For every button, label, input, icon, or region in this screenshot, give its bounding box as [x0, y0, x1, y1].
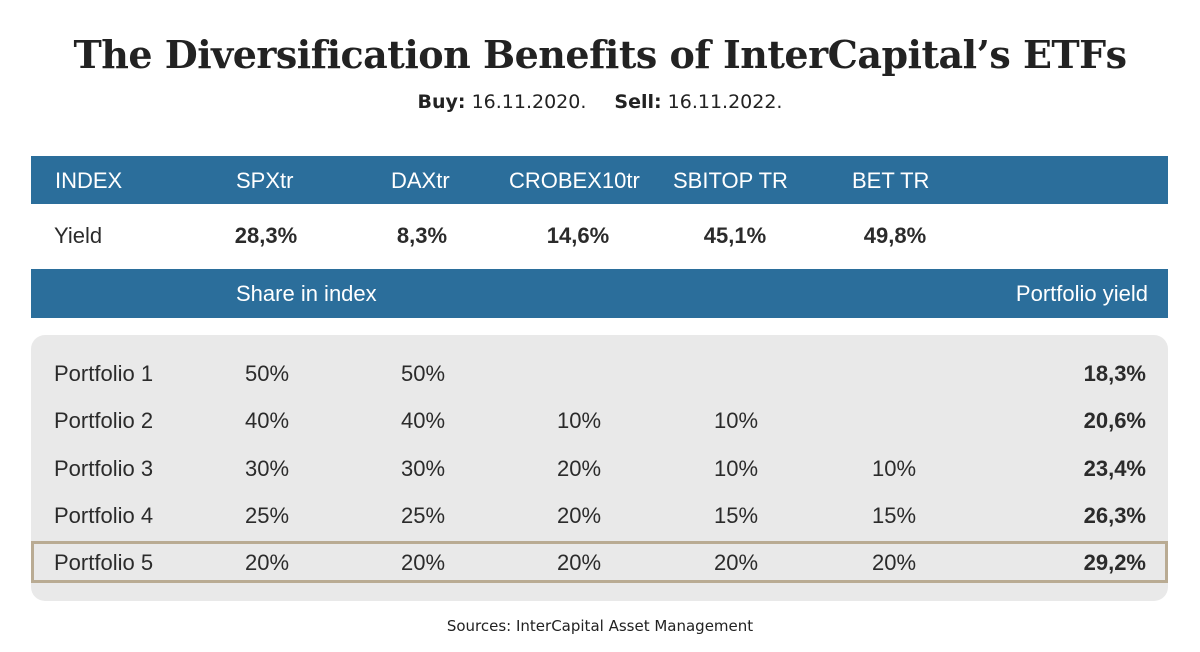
portfolio-yield-value: 23,4% — [1083, 456, 1146, 481]
share-cell: 20% — [244, 550, 290, 575]
share-cell: 10% — [556, 408, 602, 433]
share-cell: 40% — [400, 408, 446, 433]
portfolio-yield-label: Portfolio yield — [1015, 281, 1148, 306]
share-cell: 30% — [400, 456, 446, 481]
share-cell: 50% — [244, 361, 290, 386]
share-cell: 15% — [871, 503, 917, 528]
table-row: Portfolio 2 40% 40% 10% 10% 20,6% — [31, 401, 1168, 441]
share-cell: 20% — [713, 550, 759, 575]
share-cell: 10% — [713, 408, 759, 433]
portfolio-name: Portfolio 4 — [54, 503, 154, 528]
table-row: Portfolio 3 30% 30% 20% 10% 10% 23,4% — [31, 449, 1168, 489]
portfolio-yield-value: 29,2% — [1083, 550, 1146, 575]
yield-value-daxtr: 8,3% — [396, 223, 448, 248]
date-range: Buy: 16.11.2020. Sell: 16.11.2022. — [0, 91, 1200, 113]
yield-value-bet-tr: 49,8% — [863, 223, 927, 248]
yield-label: Yield — [54, 223, 103, 248]
share-cell: 20% — [871, 550, 917, 575]
share-cell: 20% — [556, 550, 602, 575]
column-header-daxtr: DAXtr — [391, 168, 450, 193]
share-cell: 25% — [400, 503, 446, 528]
share-header-band: Share in index Portfolio yield — [31, 269, 1168, 318]
share-cell: 15% — [713, 503, 759, 528]
portfolio-yield-value: 26,3% — [1083, 503, 1146, 528]
column-header-sbitop-tr: SBITOP TR — [673, 168, 788, 193]
column-header-crobex10tr: CROBEX10tr — [509, 168, 640, 193]
share-cell: 20% — [556, 456, 602, 481]
portfolio-name: Portfolio 3 — [54, 456, 154, 481]
share-cell: 10% — [713, 456, 759, 481]
share-cell: 50% — [400, 361, 446, 386]
index-label: INDEX — [55, 168, 123, 193]
page-title: The Diversification Benefits of InterCap… — [73, 32, 1127, 77]
yield-row: Yield 28,3% 8,3% 14,6% 45,1% 49,8% — [31, 204, 1168, 269]
portfolio-name: Portfolio 5 — [54, 550, 154, 575]
source-note: Sources: InterCapital Asset Management — [446, 617, 754, 635]
sell-date: 16.11.2022. — [667, 91, 783, 113]
share-cell: 10% — [871, 456, 917, 481]
share-cell: 20% — [556, 503, 602, 528]
table-row: Portfolio 4 25% 25% 20% 15% 15% 26,3% — [31, 496, 1168, 536]
portfolio-name: Portfolio 2 — [54, 408, 154, 433]
share-cell: 20% — [400, 550, 446, 575]
yield-value-sbitop-tr: 45,1% — [703, 223, 767, 248]
column-header-spxtr: SPXtr — [236, 168, 294, 193]
portfolio-yield-value: 18,3% — [1083, 361, 1146, 386]
index-header-band: INDEX SPXtr DAXtr CROBEX10tr SBITOP TR B… — [31, 156, 1168, 204]
buy-date: 16.11.2020. — [471, 91, 587, 113]
share-cell: 30% — [244, 456, 290, 481]
share-cell: 40% — [244, 408, 290, 433]
column-header-bet-tr: BET TR — [852, 168, 930, 193]
yield-value-crobex10tr: 14,6% — [546, 223, 610, 248]
share-in-index-label: Share in index — [236, 281, 377, 306]
table-row-highlighted: Portfolio 5 20% 20% 20% 20% 20% 29,2% — [31, 541, 1168, 583]
portfolio-name: Portfolio 1 — [54, 361, 154, 386]
portfolio-yield-value: 20,6% — [1083, 408, 1146, 433]
buy-label: Buy: — [417, 91, 466, 113]
portfolio-table: Portfolio 1 50% 50% 18,3% Portfolio 2 40… — [31, 335, 1168, 601]
share-cell: 25% — [244, 503, 290, 528]
sell-label: Sell: — [614, 91, 662, 113]
yield-value-spxtr: 28,3% — [234, 223, 298, 248]
table-row: Portfolio 1 50% 50% 18,3% — [31, 354, 1168, 394]
